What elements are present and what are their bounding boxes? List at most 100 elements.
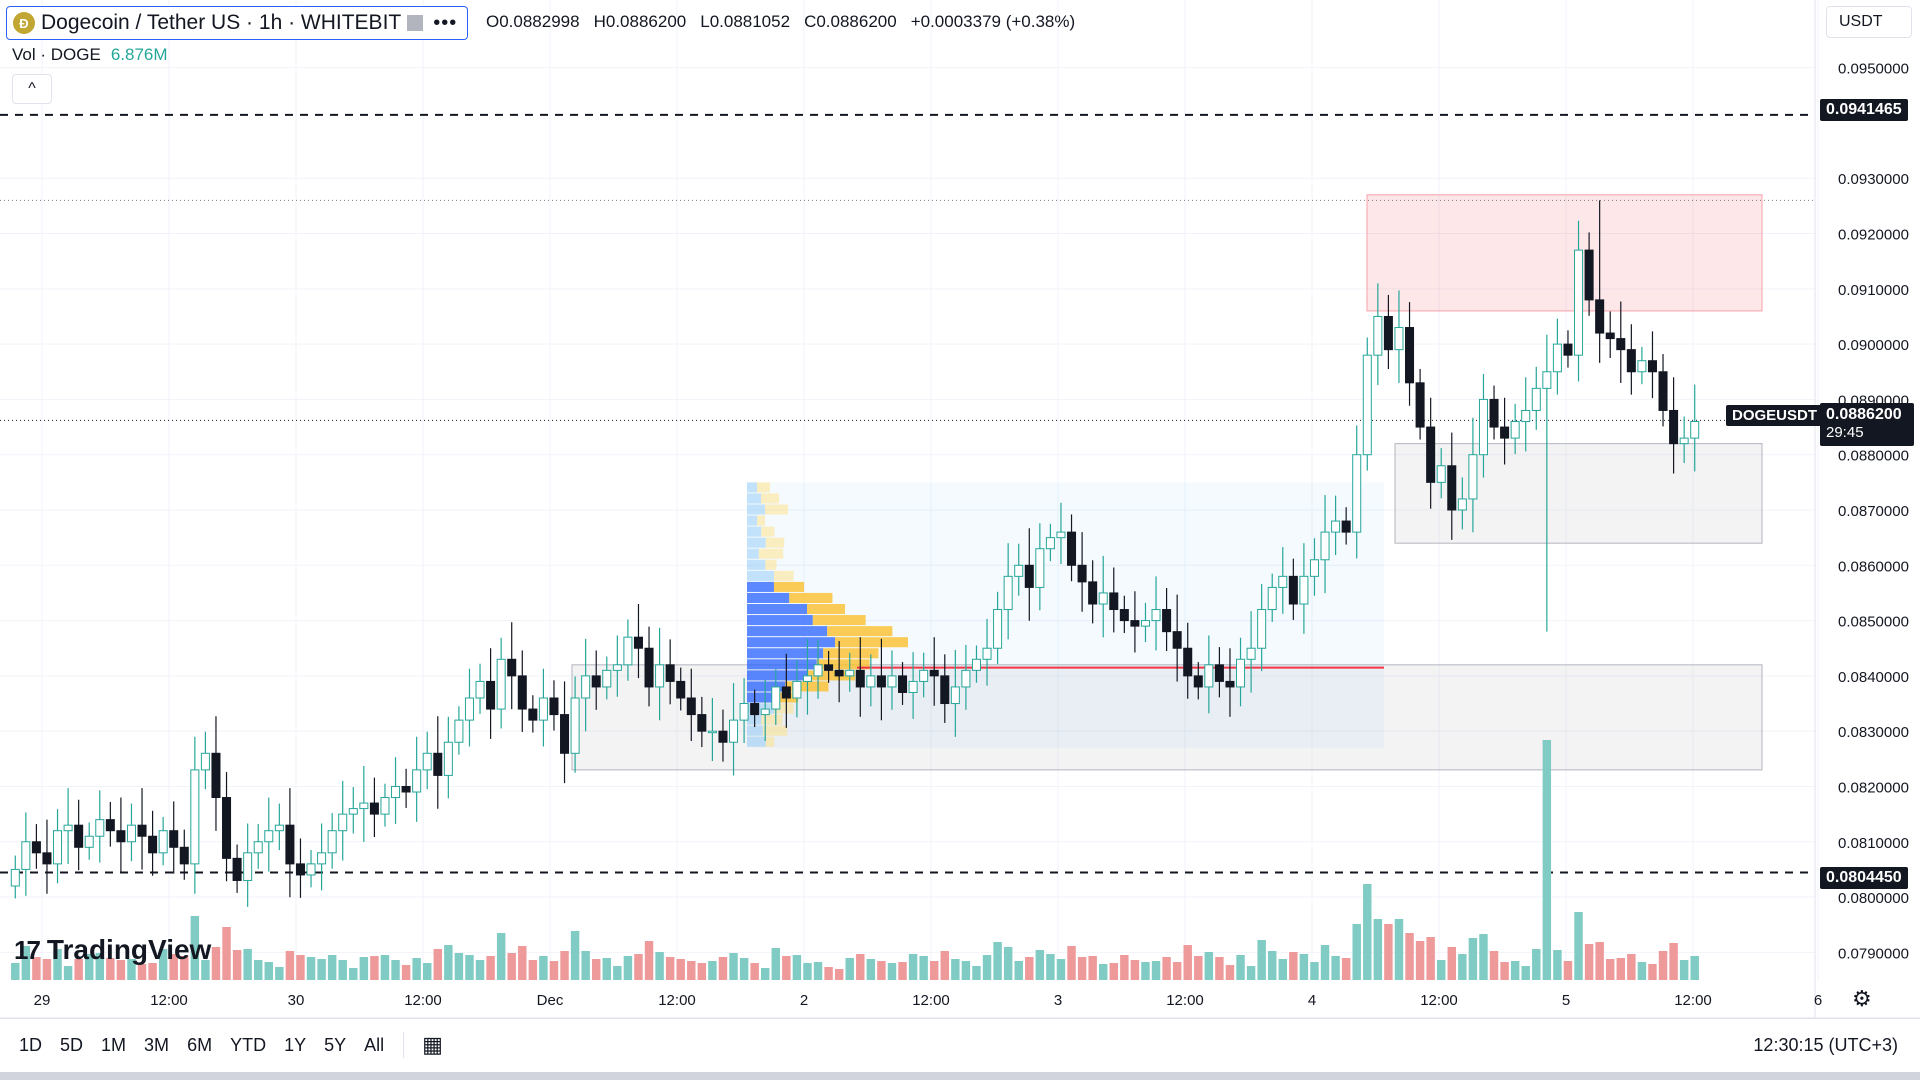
volume-profile-bar-buy [747,482,758,493]
volume-bar [834,969,844,980]
more-icon[interactable]: ••• [433,11,458,34]
volume-bar [327,955,337,980]
range-button-1m[interactable]: 1M [101,1034,127,1055]
last-price-tag: 0.0886200 29:45 [1820,403,1914,446]
volume-bar [1415,941,1425,980]
collapse-legend-button[interactable]: ^ [12,74,52,104]
candle-body [1246,647,1256,660]
volume-bar [718,957,728,980]
volume-bar [1204,952,1214,980]
bar-countdown: 29:45 [1826,424,1864,441]
market-status-icon [407,15,424,31]
volume-bar [433,949,443,980]
range-button-3m[interactable]: 3M [144,1034,170,1055]
volume-bar [771,948,781,980]
volume-profile-bar-sell [765,504,789,515]
symbol-title[interactable]: Dogecoin / Tether US · 1h · WHITEBIT [41,11,402,34]
volume-profile-bar-sell [761,714,783,725]
volume-bar [1289,952,1298,980]
volume-bar [338,960,347,980]
volume-bar [232,950,242,980]
volume-profile-bar-buy [747,548,759,559]
time-tick-label: 4 [1308,992,1316,1009]
volume-bar [1278,959,1288,980]
candle-body [950,686,960,705]
volume-profile-bar-buy [747,592,790,603]
clock-display[interactable]: 12:30:15 (UTC+3) [1753,1035,1898,1055]
candle-body [1584,249,1594,301]
volume-bar [412,958,421,980]
candle-body [1626,349,1636,373]
candle-body [908,680,918,693]
candle-body [1362,354,1372,456]
tradingview-logo[interactable]: 17 TradingView [14,934,211,966]
volume-bar [21,946,31,980]
candle-body [1352,454,1362,533]
volume-bar [1447,947,1457,980]
volume-profile-bar-sell [758,548,784,559]
price-tick-label: 0.0920000 [1838,227,1909,244]
candle-body [1014,564,1024,577]
volume-profile-bar-buy [747,626,828,637]
candle-body [338,813,348,832]
volume-profile-bar-sell [835,637,908,648]
volume-bar [1267,951,1277,980]
volume-bar [1003,947,1013,980]
range-button-5d[interactable]: 5D [60,1034,84,1055]
candle-body [1457,498,1467,511]
gear-icon[interactable]: ⚙ [1852,986,1872,1011]
price-tick-label: 0.0910000 [1838,282,1909,299]
volume-bar [1542,740,1552,980]
candle-body [1405,327,1415,384]
range-button-6m[interactable]: 6M [187,1034,213,1055]
volume-bar [222,927,231,980]
candle-body [443,741,453,776]
volume-bar [211,947,221,980]
volume-bar [518,946,527,980]
candle-body [1394,327,1404,351]
volume-bar [148,963,157,980]
volume-bar [1690,956,1699,980]
candle-body [665,664,675,682]
candle-body [84,835,94,848]
currency-selector[interactable]: USDT [1826,6,1912,38]
range-button-1d[interactable]: 1D [19,1034,43,1055]
candle-body [739,703,749,721]
volume-bar [655,952,664,980]
volume-bar [1405,933,1414,980]
candle-body [1109,592,1119,611]
volume-profile-bar-buy [747,659,817,670]
range-button-1y[interactable]: 1Y [284,1034,307,1055]
candle-body [1489,398,1499,428]
volume-bar [1215,957,1224,980]
volume-bar [63,966,73,980]
candle-body [982,647,992,660]
volume-bar [602,958,612,980]
candle-body [1088,581,1098,605]
chart-canvas[interactable]: 0.0950000 0.0930000 0.0920000 0.0910000 0.09… [0,0,1920,1018]
volume-bar [296,955,305,980]
candle-body [1679,437,1689,445]
volume-bar [1352,924,1361,980]
volume-bar [1394,919,1404,980]
candle-body [1045,537,1055,550]
symbol-header[interactable]: Ð Dogecoin / Tether US · 1h · WHITEBIT •… [6,6,469,40]
calendar-icon[interactable]: ▦ [422,1032,443,1057]
candle-body [1574,249,1584,356]
volume-bar [782,956,791,980]
candle-body [1035,548,1045,588]
price-tick-label: 0.0930000 [1838,171,1909,188]
range-button-5y[interactable]: 5Y [324,1034,347,1055]
volume-bar [1320,945,1330,980]
time-tick-label: 3 [1054,992,1062,1009]
candle-body [781,686,791,699]
range-button-ytd[interactable]: YTD [230,1034,267,1055]
candle-body [1183,647,1193,677]
time-tick-label: 29 [34,992,51,1009]
volume-bar [1035,950,1045,980]
candle-body [1236,658,1246,688]
candle-body [306,863,316,876]
range-button-all[interactable]: All [364,1034,385,1055]
volume-bar [1246,966,1256,980]
candle-body [317,852,327,865]
